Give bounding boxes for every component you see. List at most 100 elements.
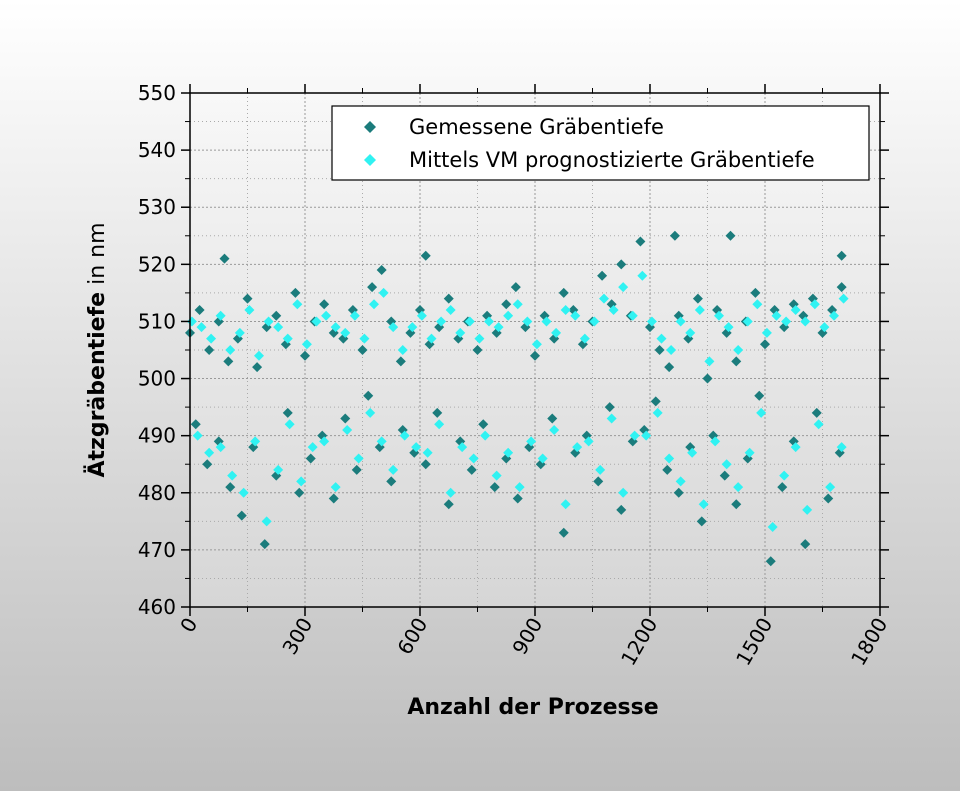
scatter-point <box>244 305 255 316</box>
scatter-point <box>225 482 236 493</box>
scatter-point <box>664 453 675 464</box>
scatter-point <box>493 322 504 333</box>
scatter-point <box>733 482 744 493</box>
scatter-point <box>606 413 617 424</box>
scatter-point <box>196 322 207 333</box>
scatter-point <box>261 516 272 527</box>
scatter-point <box>484 316 494 327</box>
scatter-point <box>420 250 431 261</box>
scatter-point <box>234 327 245 338</box>
scatter-point <box>365 407 376 418</box>
scatter-point <box>254 350 264 361</box>
scatter-point <box>662 464 673 475</box>
scatter-point <box>800 316 811 327</box>
scatter-point <box>464 316 475 327</box>
scatter-point <box>522 316 533 327</box>
scatter-point <box>273 464 284 475</box>
scatter-point <box>583 436 594 447</box>
scatter-point <box>215 442 226 453</box>
scatter-point <box>579 333 590 344</box>
scatter-point <box>698 499 709 510</box>
scatter-point <box>526 436 537 447</box>
scatter-point <box>531 339 542 350</box>
scatter-point <box>560 305 571 316</box>
scatter-point <box>551 327 562 338</box>
y-tick-label: 460 <box>138 595 176 619</box>
scatter-point <box>570 310 581 321</box>
scatter-point <box>541 316 552 327</box>
scatter-point <box>731 356 742 367</box>
scatter-point <box>719 470 730 481</box>
scatter-point <box>349 310 360 321</box>
y-axis-title-unit: in nm <box>85 222 110 284</box>
scatter-point <box>311 316 322 327</box>
scatter-point <box>825 482 836 493</box>
scatter-point <box>616 259 627 270</box>
scatter-point <box>725 230 736 241</box>
scatter-point <box>252 362 263 373</box>
scatter-point <box>721 459 732 470</box>
scatter-point <box>599 293 609 304</box>
scatter-point <box>731 499 742 510</box>
scatter-point <box>367 282 378 293</box>
y-tick-label: 540 <box>138 138 176 162</box>
scatter-point <box>654 345 665 355</box>
scatter-point <box>301 339 312 350</box>
scatter-point <box>777 482 788 493</box>
scatter-point <box>836 282 847 293</box>
scatter-point <box>790 442 801 453</box>
scatter-point <box>411 442 422 453</box>
scatter-point <box>696 516 707 527</box>
scatter-point <box>501 299 512 310</box>
scatter-point <box>192 430 203 441</box>
scatter-point <box>378 287 389 298</box>
scatter-point <box>420 459 431 470</box>
scatter-point <box>809 299 820 310</box>
y-tick-label: 510 <box>138 309 176 333</box>
scatter-point <box>589 316 600 327</box>
scatter-point <box>530 350 540 361</box>
scatter-point <box>503 310 514 321</box>
scatter-point <box>225 345 236 355</box>
scatter-point <box>838 293 849 304</box>
scatter-point <box>811 407 822 418</box>
scatter-point <box>204 345 215 355</box>
scatter-point <box>819 322 830 333</box>
scatter-point <box>282 333 293 344</box>
scatter-point <box>307 442 318 453</box>
scatter-point <box>560 499 571 510</box>
scatter-point <box>300 350 310 361</box>
scatter-point <box>790 305 801 316</box>
scatter-point <box>455 327 466 338</box>
scatter-point <box>652 407 663 418</box>
scatter-point <box>666 345 677 355</box>
scatter-point <box>608 305 619 316</box>
scatter-point <box>426 333 437 344</box>
scatter-point <box>432 407 443 418</box>
scatter-point <box>675 316 686 327</box>
scatter-point <box>236 510 247 521</box>
scatter-point <box>646 316 657 327</box>
scatter-point <box>219 253 230 264</box>
scatter-point <box>558 527 569 538</box>
scatter-point <box>694 305 705 316</box>
scatter-point <box>823 493 834 504</box>
scatter-point <box>399 430 410 441</box>
scatter-point <box>829 310 839 321</box>
scatter-point <box>656 333 667 344</box>
scatter-point <box>635 236 646 247</box>
scatter-point <box>353 453 364 464</box>
y-tick-label: 520 <box>138 252 176 276</box>
scatter-point <box>673 487 684 498</box>
scatter-point <box>618 487 629 498</box>
scatter-point <box>710 436 721 447</box>
scatter-point <box>512 299 523 310</box>
scatter-point <box>664 362 675 373</box>
legend-marker <box>364 121 376 133</box>
scatter-point <box>319 436 330 447</box>
y-tick-label: 500 <box>138 367 176 391</box>
scatter-point <box>669 230 680 241</box>
scatter-point <box>714 310 724 321</box>
y-axis-title: Ätzgräbentiefe in nm <box>84 222 110 477</box>
